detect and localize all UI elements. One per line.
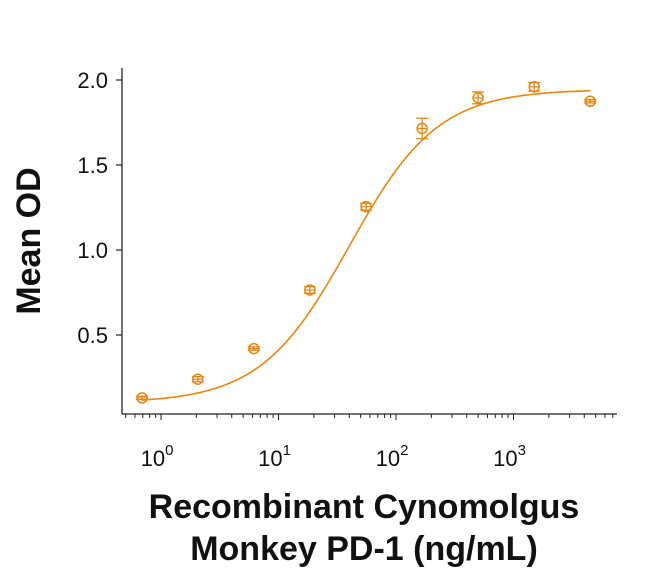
fit-curve (142, 89, 591, 401)
data-point (472, 91, 485, 105)
x-axis-title-line2: Monkey PD-1 (ng/mL) (190, 530, 538, 568)
point-marker (584, 95, 597, 107)
y-tick-label: 2.0 (77, 68, 108, 93)
data-point (136, 392, 149, 404)
point-marker (304, 284, 316, 296)
y-tick-label: 1.5 (77, 153, 108, 178)
x-tick-label: 103 (493, 442, 526, 471)
data-points (136, 81, 597, 404)
data-point (584, 95, 597, 107)
data-point (303, 284, 316, 296)
x-tick-exponent: 1 (283, 442, 291, 459)
x-axis-title-line1: Recombinant Cynomolgus (149, 488, 580, 526)
y-axis-title: Mean OD (10, 167, 48, 314)
fit-curve-group (142, 89, 591, 401)
x-tick-base: 10 (141, 446, 165, 471)
point-marker (192, 373, 204, 385)
x-tick-exponent: 2 (400, 442, 408, 459)
y-axis-ticks: 0.5 1.0 1.5 2.0 (77, 68, 122, 348)
x-axis-ticks: 100 101 102 103 (125, 414, 614, 471)
data-point (360, 200, 373, 213)
point-marker (416, 122, 428, 135)
x-tick-exponent: 0 (165, 442, 173, 459)
x-tick-label: 102 (376, 442, 409, 471)
point-marker (360, 200, 372, 213)
x-tick-base: 10 (376, 446, 400, 471)
data-point (528, 81, 541, 93)
point-marker (136, 392, 148, 404)
x-tick-exponent: 3 (518, 442, 526, 459)
y-tick-label: 0.5 (77, 323, 108, 348)
point-marker (472, 92, 484, 104)
axes (121, 68, 617, 415)
data-point (191, 373, 204, 385)
x-tick-base: 10 (258, 446, 282, 471)
data-point (247, 342, 260, 355)
x-tick-label: 100 (141, 442, 174, 471)
point-marker (248, 342, 260, 355)
point-marker (528, 81, 540, 93)
x-tick-label: 101 (258, 442, 291, 471)
y-tick-label: 1.0 (77, 238, 108, 263)
x-tick-base: 10 (493, 446, 517, 471)
data-point (416, 117, 429, 140)
